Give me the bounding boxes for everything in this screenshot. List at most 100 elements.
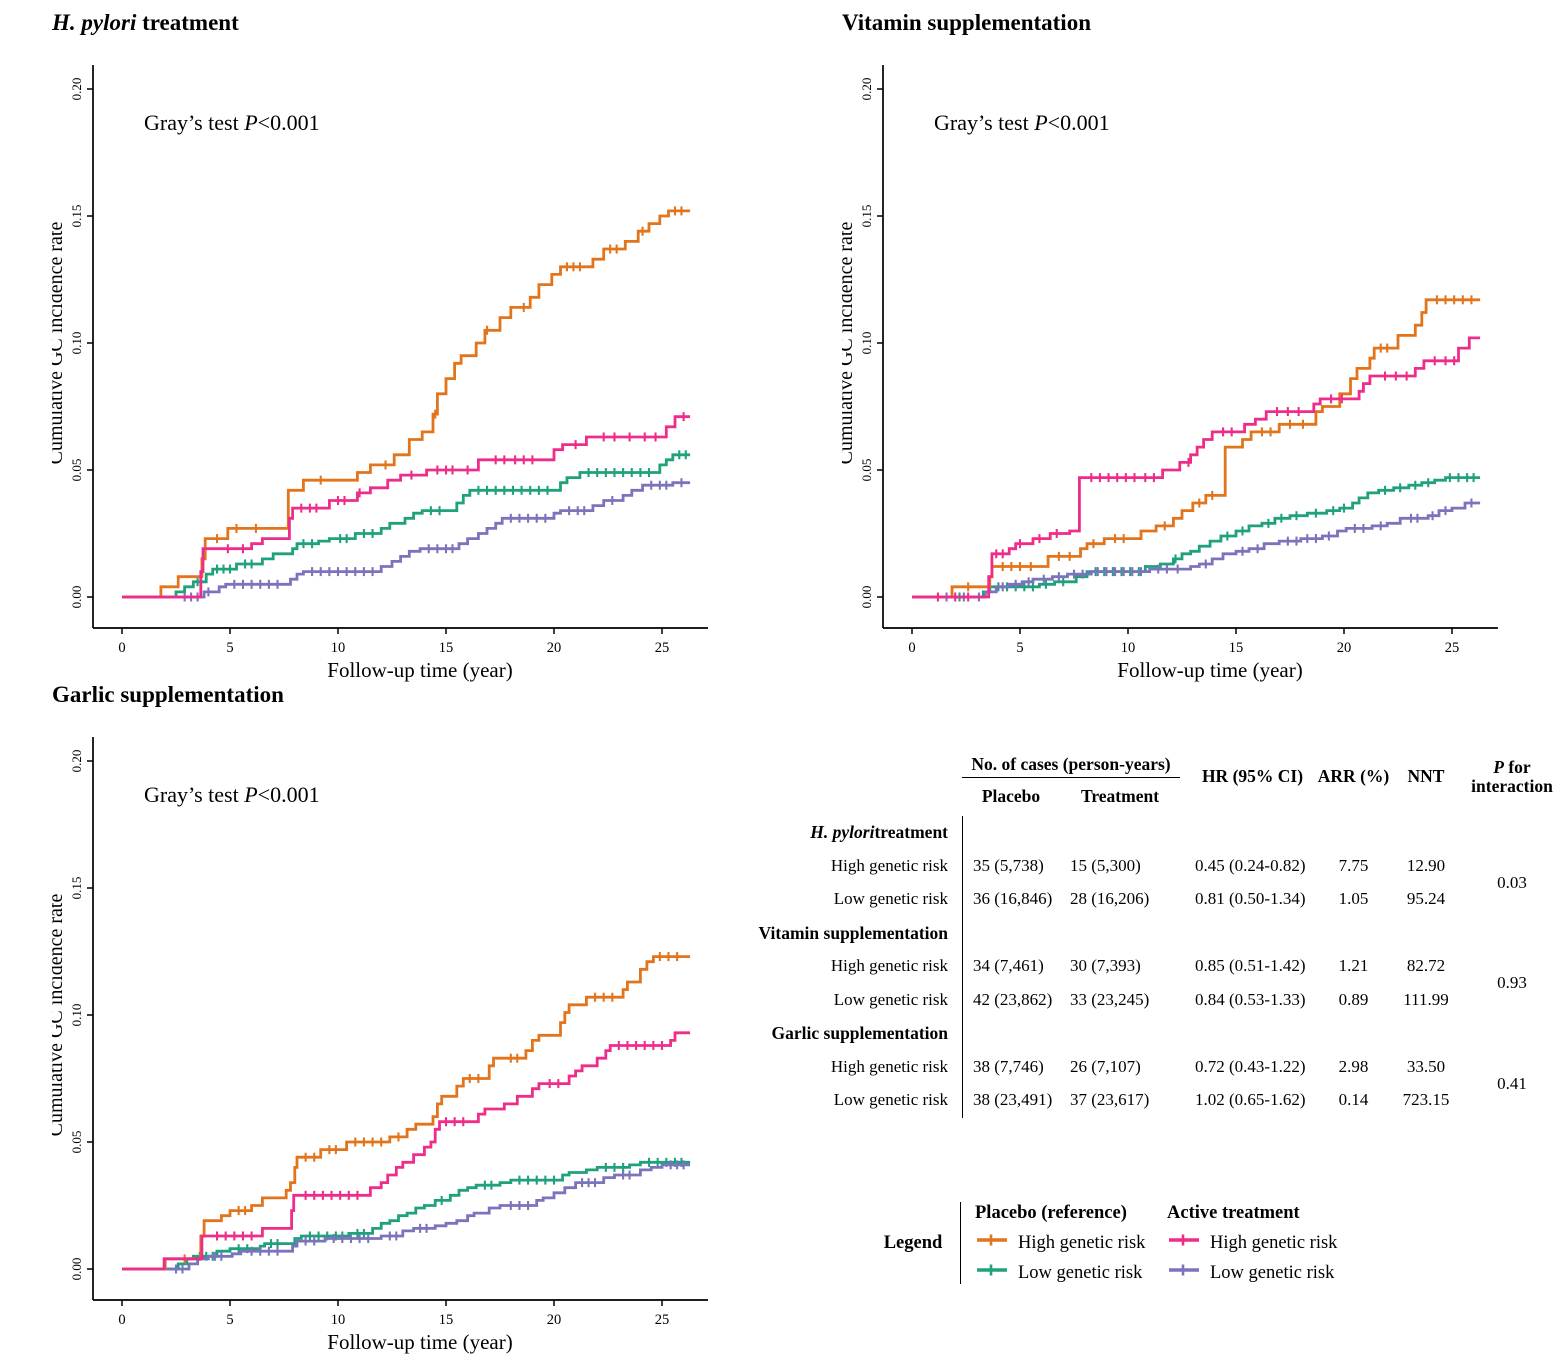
row-label: High genetic risk — [830, 1056, 948, 1076]
arr-value: 0.14 — [1338, 1090, 1369, 1110]
x-tick-label: 25 — [655, 1312, 670, 1328]
garlic-chart: 0.00 0.05 0.10 0.15 0.20 0 5 10 15 20 25 Follow-up … — [52, 737, 708, 1354]
hr-value: 1.02 (0.65-1.62) — [1195, 1090, 1306, 1110]
y-axis-title: Cumulative GC incidence rate — [842, 222, 857, 465]
group-label: Garlic supplementation — [771, 1023, 948, 1044]
y-tick-label: 0.05 — [69, 459, 84, 482]
series-line-active_low — [122, 481, 691, 599]
hr-value: 0.85 (0.51-1.42) — [1195, 956, 1306, 976]
chart-title-italic: H. pylori — [52, 10, 137, 35]
legend-divider — [960, 1202, 961, 1284]
treatment-value: 15 (5,300) — [1070, 855, 1141, 875]
legend-item: Low genetic risk — [1167, 1258, 1357, 1288]
legend-item-label: Low genetic risk — [1018, 1262, 1143, 1283]
hr-value: 0.81 (0.50-1.34) — [1195, 889, 1306, 909]
series-line-placebo_low — [912, 476, 1481, 599]
divider-cell — [962, 816, 1060, 850]
y-tick-label: 0.20 — [859, 78, 874, 101]
nnt-value: 111.99 — [1403, 989, 1449, 1009]
treatment-value: 30 (7,393) — [1070, 956, 1141, 976]
column-header: ARR (%) — [1317, 766, 1390, 787]
row-label: High genetic risk — [830, 956, 948, 976]
chart-title-rest: Garlic supplementation — [52, 682, 284, 707]
column-header: HR (95% CI) — [1201, 766, 1304, 787]
x-tick-label: 10 — [331, 1312, 346, 1328]
x-tick-label: 0 — [908, 640, 915, 656]
x-tick-label: 20 — [1337, 640, 1352, 656]
arr-value: 1.21 — [1338, 956, 1369, 976]
legend-column-active: Active treatment High genetic risk Low g… — [1167, 1198, 1357, 1288]
panel-vitamin: Vitamin supplementation 0.00 0.05 0.10 0.15… — [828, 4, 1528, 682]
treatment-value: 28 (16,206) — [1070, 889, 1150, 909]
legend-column-header: Placebo (reference) — [975, 1203, 1127, 1223]
y-tick-label: 0.10 — [69, 332, 84, 355]
series-line-active_high — [122, 415, 691, 599]
nnt-value: 723.15 — [1402, 1090, 1450, 1110]
arr-value: 7.75 — [1338, 855, 1369, 875]
placebo-value: 36 (16,846) — [962, 883, 1060, 917]
chart-title-hpylori: H. pylori treatment — [52, 4, 738, 40]
row-label: Low genetic risk — [833, 889, 948, 909]
legend-column-placebo: Placebo (reference) High genetic risk Lo… — [975, 1198, 1153, 1288]
y-tick-label: 0.20 — [69, 750, 84, 773]
line-marker-icon — [975, 1232, 1009, 1254]
group-label: H. pylori treatment — [810, 822, 948, 843]
panel-garlic: Garlic supplementation 0.00 0.05 0.10 0.15 0… — [38, 676, 738, 1354]
chart-title-rest: Vitamin supplementation — [842, 10, 1091, 35]
treatment-value: 33 (23,245) — [1070, 989, 1150, 1009]
nnt-value: 95.24 — [1406, 889, 1446, 909]
series-line-active_high — [912, 336, 1481, 599]
hr-value: 0.84 (0.53-1.33) — [1195, 989, 1306, 1009]
y-tick-label: 0.05 — [69, 1131, 84, 1154]
nnt-value: 33.50 — [1406, 1056, 1446, 1076]
hr-value: 0.72 (0.43-1.22) — [1195, 1056, 1306, 1076]
series-line-placebo_low — [122, 453, 691, 599]
series-line-active_high — [122, 1031, 691, 1271]
line-marker-icon — [975, 1262, 1009, 1284]
grays-test-annotation: Gray’s test P<0.001 — [934, 110, 1110, 135]
y-tick-label: 0.10 — [69, 1004, 84, 1027]
x-tick-label: 5 — [226, 1312, 233, 1328]
x-tick-label: 20 — [547, 640, 562, 656]
x-tick-label: 15 — [439, 640, 454, 656]
y-tick-label: 0.00 — [69, 586, 84, 609]
y-tick-label: 0.00 — [69, 1258, 84, 1281]
series-line-placebo_high — [122, 955, 691, 1271]
arr-value: 1.05 — [1338, 889, 1369, 909]
hr-value: 0.45 (0.24-0.82) — [1195, 855, 1306, 875]
nnt-value: 82.72 — [1406, 956, 1446, 976]
x-tick-label: 0 — [118, 1312, 125, 1328]
series-line-placebo_high — [122, 209, 691, 599]
chart-title-rest: treatment — [136, 10, 239, 35]
x-tick-label: 0 — [118, 640, 125, 656]
placebo-value: 34 (7,461) — [962, 950, 1060, 984]
x-axis-title: Follow-up time (year) — [1117, 658, 1302, 682]
column-header-p: P for interaction — [1471, 756, 1553, 796]
x-tick-label: 10 — [331, 640, 346, 656]
treatment-value: 37 (23,617) — [1070, 1090, 1150, 1110]
x-axis-title: Follow-up time (year) — [327, 1330, 512, 1354]
y-axis-title: Cumulative GC incidence rate — [52, 894, 67, 1137]
legend-column-header: Active treatment — [1167, 1203, 1300, 1223]
grays-test-annotation: Gray’s test P<0.001 — [144, 782, 320, 807]
series-line-active_low — [122, 1163, 691, 1271]
x-tick-label: 5 — [1016, 640, 1023, 656]
y-tick-label: 0.15 — [69, 877, 84, 900]
placebo-value: 42 (23,862) — [962, 983, 1060, 1017]
arr-value: 2.98 — [1338, 1056, 1369, 1076]
divider-cell — [962, 1017, 1060, 1051]
row-label: Low genetic risk — [833, 1090, 948, 1110]
line-marker-icon — [1167, 1262, 1201, 1284]
p-interaction-value: 0.41 — [1497, 1073, 1527, 1093]
group-label: Vitamin supplementation — [758, 922, 948, 943]
placebo-value: 38 (7,746) — [962, 1050, 1060, 1084]
placebo-value: 35 (5,738) — [962, 849, 1060, 883]
sub-header: Placebo — [981, 786, 1041, 807]
x-tick-label: 15 — [1229, 640, 1244, 656]
legend-item: Low genetic risk — [975, 1258, 1153, 1288]
x-tick-label: 10 — [1121, 640, 1136, 656]
legend-item-label: High genetic risk — [1210, 1232, 1338, 1253]
line-marker-icon — [1167, 1232, 1201, 1254]
x-tick-label: 15 — [439, 1312, 454, 1328]
